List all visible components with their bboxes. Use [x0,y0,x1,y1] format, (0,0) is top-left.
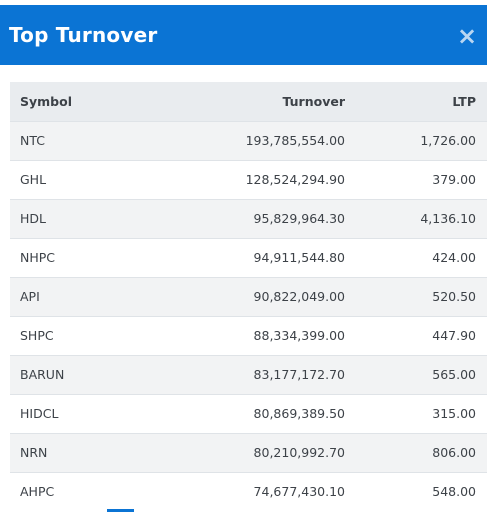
table-row[interactable]: HDL 95,829,964.30 4,136.10 [10,199,487,238]
cell-ltp: 315.00 [432,406,476,421]
cell-turnover: 90,822,049.00 [253,289,345,304]
column-header-symbol[interactable]: Symbol [20,93,72,109]
cell-ltp: 424.00 [432,250,476,265]
cell-symbol[interactable]: HIDCL [20,406,59,421]
table-row[interactable]: HIDCL 80,869,389.50 315.00 [10,394,487,433]
table-row[interactable]: SHPC 88,334,399.00 447.90 [10,316,487,355]
modal-title: Top Turnover [9,23,158,47]
table-row[interactable]: NRN 80,210,992.70 806.00 [10,433,487,472]
table-row[interactable]: NTC 193,785,554.00 1,726.00 [10,121,487,160]
column-header-ltp[interactable]: LTP [452,93,476,109]
table-row[interactable]: API 90,822,049.00 520.50 [10,277,487,316]
cell-symbol[interactable]: GHL [20,172,47,187]
cell-ltp: 1,726.00 [420,133,476,148]
cell-symbol[interactable]: NRN [20,445,48,460]
cell-ltp: 520.50 [432,289,476,304]
cell-symbol[interactable]: AHPC [20,484,55,500]
close-icon[interactable]: × [457,22,478,50]
cell-symbol[interactable]: NHPC [20,250,56,265]
cell-ltp: 447.90 [432,328,476,343]
table-row[interactable]: BARUN 83,177,172.70 565.00 [10,355,487,394]
cell-symbol[interactable]: NTC [20,133,45,148]
cell-symbol[interactable]: BARUN [20,367,65,382]
table-row[interactable]: AHPC 74,677,430.10 548.00 [10,472,487,511]
cell-turnover: 128,524,294.90 [245,172,345,187]
cell-turnover: 83,177,172.70 [253,367,345,382]
cell-turnover: 88,334,399.00 [253,328,345,343]
cell-turnover: 80,869,389.50 [253,406,345,421]
active-page-indicator[interactable] [107,509,134,512]
modal-header: Top Turnover × [0,5,487,65]
cell-ltp: 4,136.10 [420,211,476,226]
cell-turnover: 80,210,992.70 [253,445,345,460]
turnover-table-container: Symbol Turnover LTP NTC 193,785,554.00 1… [10,82,487,511]
cell-symbol[interactable]: HDL [20,211,46,226]
table-row[interactable]: GHL 128,524,294.90 379.00 [10,160,487,199]
cell-ltp: 565.00 [432,367,476,382]
column-header-turnover[interactable]: Turnover [282,93,346,109]
cell-turnover: 74,677,430.10 [253,484,345,500]
cell-ltp: 379.00 [432,172,476,187]
cell-turnover: 95,829,964.30 [253,211,345,226]
cell-ltp: 806.00 [432,445,476,460]
table-header-row: Symbol Turnover LTP [10,82,487,121]
cell-ltp: 548.00 [432,484,476,500]
table-row[interactable]: NHPC 94,911,544.80 424.00 [10,238,487,277]
cell-turnover: 94,911,544.80 [253,250,345,265]
cell-symbol[interactable]: API [20,289,40,304]
cell-symbol[interactable]: SHPC [20,328,54,343]
turnover-table: Symbol Turnover LTP NTC 193,785,554.00 1… [10,82,487,511]
cell-turnover: 193,785,554.00 [245,133,345,148]
